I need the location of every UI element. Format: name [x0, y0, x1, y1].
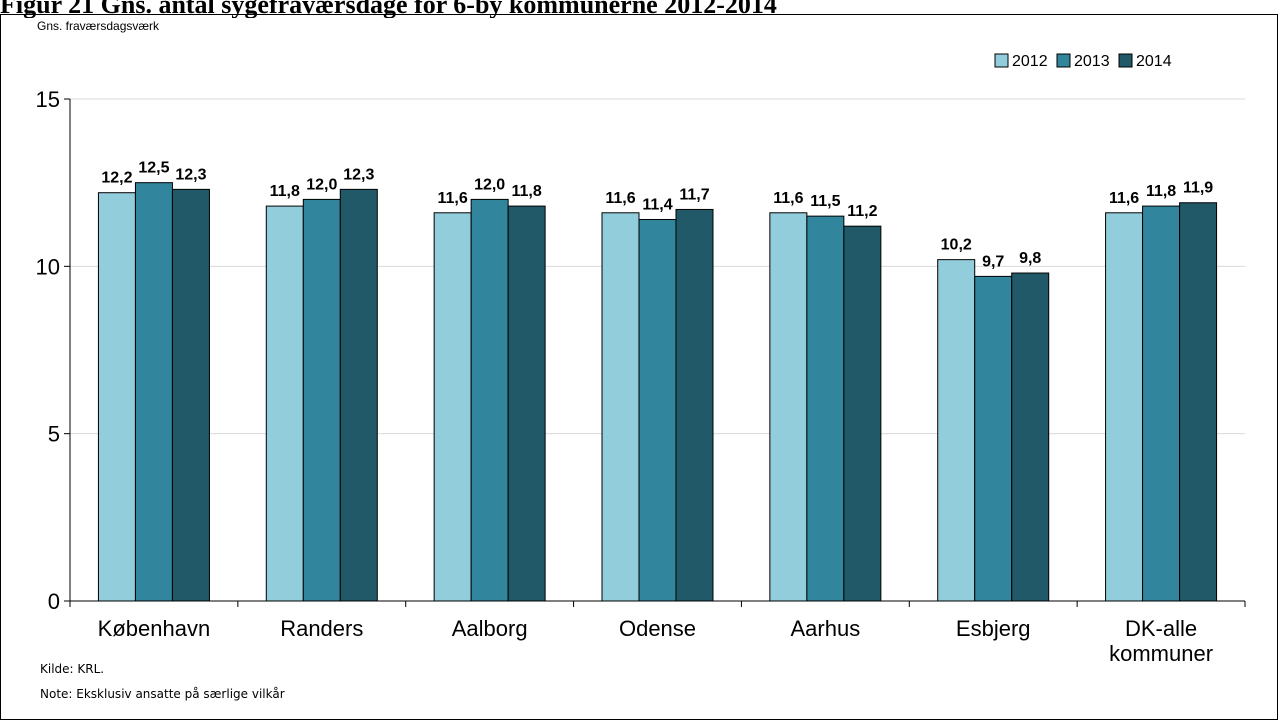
legend-label-2012: 2012 — [1012, 53, 1048, 70]
y-tick-labels: 0 5 10 15 — [36, 87, 60, 614]
data-label: 11,6 — [605, 190, 635, 207]
x-tick-label: København — [98, 616, 211, 641]
legend-label-2013: 2013 — [1074, 53, 1110, 70]
data-label: 11,6 — [1109, 190, 1139, 207]
data-label: 11,7 — [679, 186, 709, 203]
bar-2012 — [601, 212, 640, 602]
bar-2012 — [937, 259, 976, 602]
data-label: 11,4 — [642, 196, 672, 213]
bar-2014 — [1011, 272, 1050, 602]
data-label: 11,6 — [773, 190, 803, 207]
data-label: 11,8 — [1146, 183, 1176, 200]
x-tick-label: Randers — [280, 616, 363, 641]
data-label: 10,2 — [941, 237, 972, 254]
bar-2014 — [675, 208, 714, 602]
data-label: 11,8 — [270, 183, 300, 200]
bars — [97, 182, 1218, 602]
data-label: 12,3 — [175, 166, 206, 183]
data-label: 11,5 — [810, 193, 840, 210]
bar-2013 — [470, 198, 509, 602]
bar-2014 — [171, 188, 210, 602]
bar-2012 — [433, 212, 472, 602]
y-tick-label: 0 — [48, 589, 60, 614]
footnote: Note: Eksklusiv ansatte på særlige vilkå… — [40, 687, 285, 701]
bar-2013 — [974, 275, 1013, 602]
x-tick-label-line: kommuner — [1109, 641, 1213, 666]
legend-swatch-2013 — [1056, 53, 1071, 68]
bar-2013 — [806, 215, 845, 602]
data-label: 11,8 — [512, 183, 542, 200]
axes — [64, 98, 1246, 607]
data-label: 12,2 — [101, 170, 132, 187]
bar-2012 — [1105, 212, 1144, 602]
data-label: 11,9 — [1183, 180, 1213, 197]
x-tick-label: Esbjerg — [956, 616, 1031, 641]
x-tick-label-line: Randers — [280, 616, 363, 641]
x-tick-labels: København Randers Aalborg Odense Aarhus Esbje… — [98, 616, 1213, 666]
data-label: 12,5 — [138, 160, 169, 177]
bar-2013 — [134, 182, 173, 602]
x-tick-label-line: DK-alle — [1125, 616, 1197, 641]
x-tick-label: Odense — [619, 616, 696, 641]
x-tick-label: DK-alle kommuner — [1109, 616, 1213, 666]
legend-label-2014: 2014 — [1136, 53, 1172, 70]
x-tick-label-line: Aarhus — [790, 616, 860, 641]
bar-2013 — [302, 198, 341, 602]
x-tick-label-line: Aalborg — [452, 616, 528, 641]
x-tick-label-line: Esbjerg — [956, 616, 1031, 641]
data-label: 9,8 — [1019, 250, 1041, 267]
legend: 2012 2013 2014 — [994, 53, 1172, 70]
bar-2012 — [97, 192, 136, 602]
source-note: Kilde: KRL. — [40, 662, 105, 676]
bar-2012 — [769, 212, 808, 602]
data-label: 11,2 — [847, 203, 877, 220]
y-tick-label: 10 — [36, 254, 60, 279]
bar-2013 — [638, 218, 677, 602]
y-tick-label: 5 — [48, 422, 60, 447]
y-axis-label: Gns. fraværsdagsværk — [37, 19, 160, 33]
data-label: 12,0 — [474, 176, 505, 193]
x-tick-label: Aalborg — [452, 616, 528, 641]
data-label: 11,6 — [438, 190, 468, 207]
chart-frame — [0, 14, 1278, 720]
y-tick-label: 15 — [36, 87, 60, 112]
bar-2012 — [265, 205, 304, 602]
data-label: 12,0 — [306, 176, 337, 193]
bar-2014 — [507, 205, 546, 602]
data-labels: 12,2 12,5 12,3 11,8 12,0 12,3 11,6 12,0 11,8 11,6… — [101, 160, 1213, 271]
x-tick-label-line: København — [98, 616, 211, 641]
legend-swatch-2014 — [1118, 53, 1133, 68]
x-tick-label-line: Odense — [619, 616, 696, 641]
bar-2013 — [1142, 205, 1181, 602]
figure-title: Figur 21 Gns. antal sygefraværsdage for … — [0, 0, 777, 18]
bar-2014 — [339, 188, 378, 602]
legend-swatch-2012 — [994, 53, 1009, 68]
bar-2014 — [1179, 202, 1218, 602]
data-label: 12,3 — [343, 166, 374, 183]
data-label: 9,7 — [982, 253, 1004, 270]
x-tick-label: Aarhus — [790, 616, 860, 641]
bar-2014 — [843, 225, 882, 602]
